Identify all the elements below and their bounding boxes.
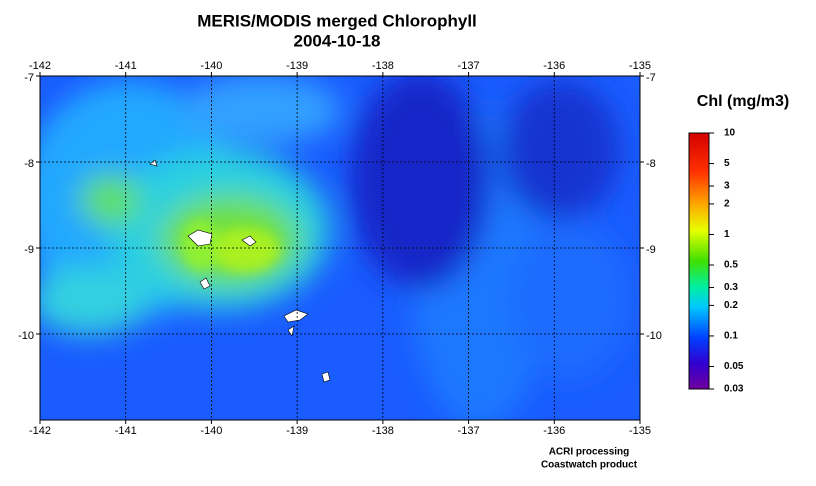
- x-tick-label: -135: [629, 60, 651, 72]
- colorbar-tick-label: 0.3: [724, 282, 738, 293]
- colorbar-title: Chl (mg/m3): [697, 93, 789, 110]
- x-tick-label: -135: [629, 425, 651, 437]
- y-tick-label: -10: [646, 330, 662, 342]
- x-tick-label: -136: [543, 60, 565, 72]
- colorbar-tick-label: 0.5: [724, 260, 738, 271]
- x-tick-label: -141: [115, 60, 137, 72]
- y-tick-label: -9: [646, 244, 656, 256]
- x-tick-label: -142: [29, 60, 51, 72]
- x-tick-label: -138: [372, 60, 394, 72]
- colorbar-tick-label: 5: [724, 158, 730, 169]
- y-tick-label: -10: [18, 330, 34, 342]
- y-tick-label: -7: [24, 72, 34, 84]
- y-tick-label: -8: [646, 158, 656, 170]
- x-tick-label: -140: [200, 425, 222, 437]
- colorbar-tick-label: 10: [724, 128, 736, 139]
- x-tick-label: -142: [29, 425, 51, 437]
- x-tick-label: -138: [372, 425, 394, 437]
- y-tick-label: -7: [646, 72, 656, 84]
- title: MERIS/MODIS merged Chlorophyll: [197, 11, 477, 30]
- y-tick-label: -8: [24, 158, 34, 170]
- colorbar-tick-label: 3: [724, 181, 730, 192]
- colorbar-tick-label: 2: [724, 199, 730, 210]
- x-tick-label: -140: [200, 60, 222, 72]
- x-tick-label: -139: [286, 60, 308, 72]
- colorbar-tick-label: 0.1: [724, 331, 738, 342]
- colorbar-tick-label: 1: [724, 229, 730, 240]
- colorbar-tick-label: 0.05: [724, 361, 744, 372]
- colorbar-tick-label: 0.03: [724, 384, 744, 395]
- y-tick-label: -9: [24, 244, 34, 256]
- x-tick-label: -141: [115, 425, 137, 437]
- chlorophyll-image: [40, 76, 640, 420]
- colorbar-tick-label: 0.2: [724, 300, 738, 311]
- x-tick-label: -137: [458, 425, 480, 437]
- x-tick-label: -136: [543, 425, 565, 437]
- x-tick-label: -137: [458, 60, 480, 72]
- x-tick-label: -139: [286, 425, 308, 437]
- colorbar: [688, 132, 710, 390]
- credit: ACRI processing: [549, 447, 630, 458]
- date: 2004-10-18: [294, 31, 381, 50]
- credit: Coastwatch product: [541, 460, 638, 471]
